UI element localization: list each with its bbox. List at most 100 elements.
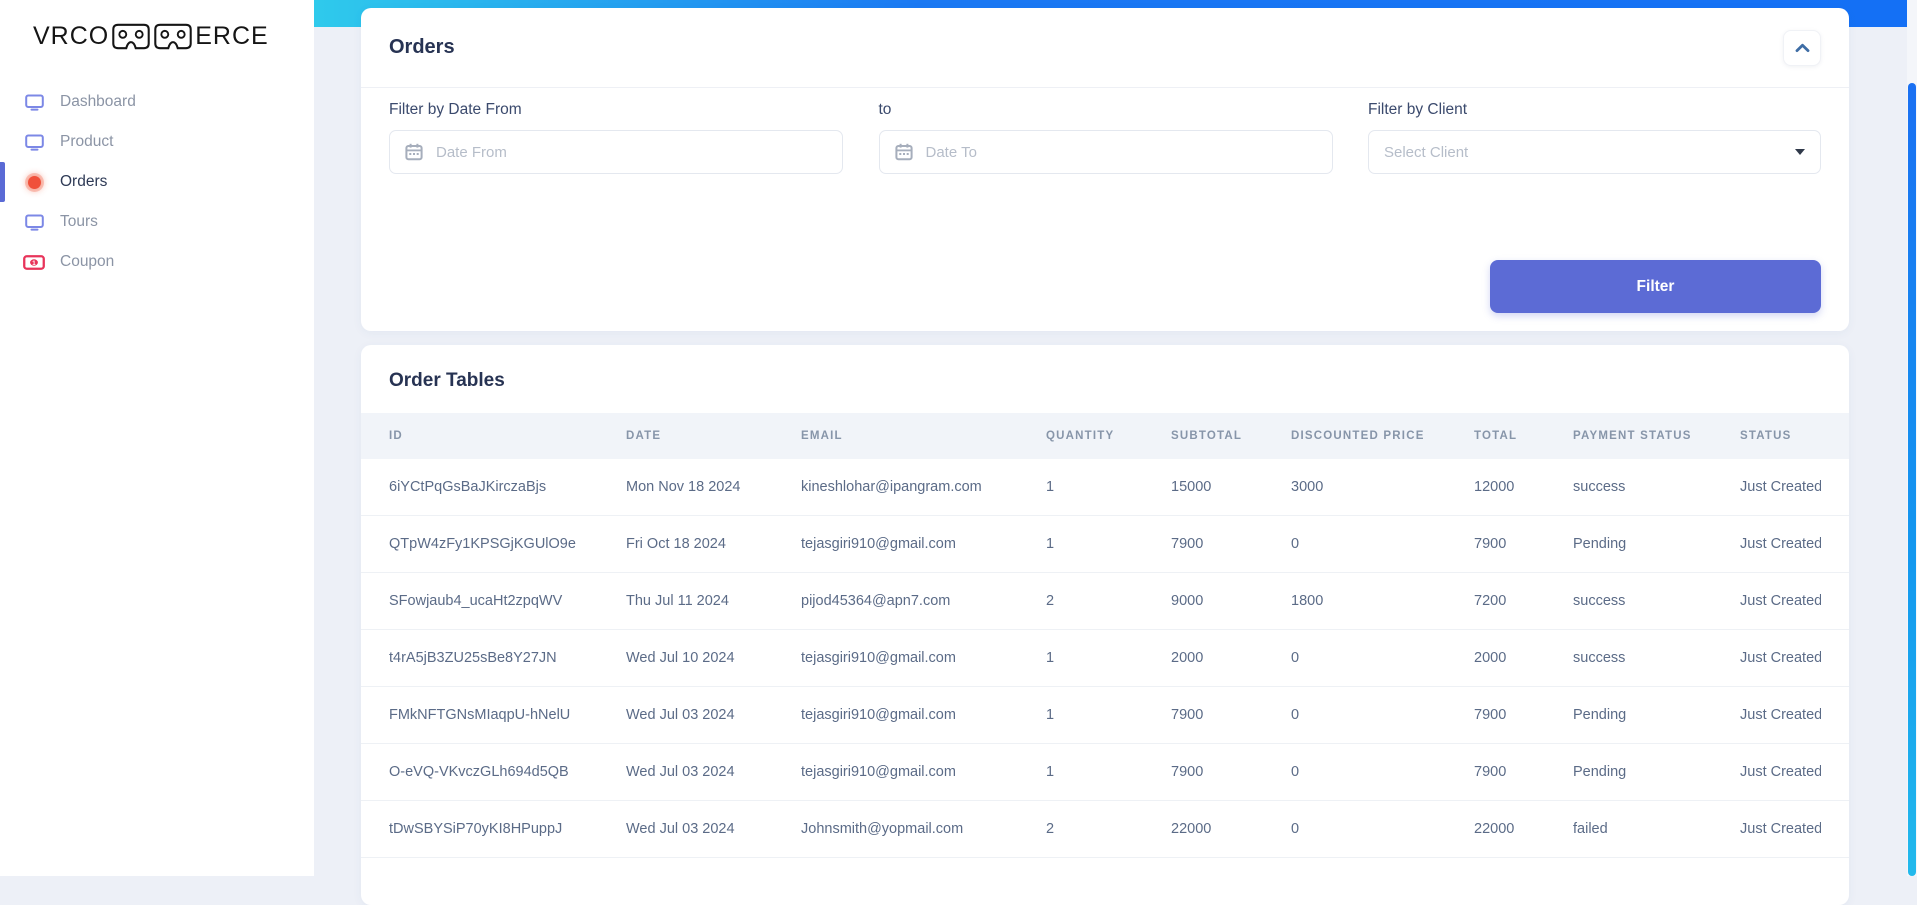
column-header-id: ID <box>389 430 626 442</box>
orders-panel: Orders Filter by Date From Date From to … <box>361 8 1849 331</box>
cell-quantity: 2 <box>1046 593 1171 609</box>
sidebar-item-dashboard[interactable]: Dashboard <box>0 82 314 122</box>
column-header-total: TOTAL <box>1474 430 1573 442</box>
date-to-input[interactable]: Date To <box>879 130 1333 174</box>
filter-button[interactable]: Filter <box>1490 260 1821 313</box>
vr-goggles-icon <box>154 23 192 50</box>
cell-quantity: 1 <box>1046 536 1171 552</box>
cell-status: Just Created <box>1740 479 1821 495</box>
column-header-date: DATE <box>626 430 801 442</box>
monitor-icon <box>23 214 45 231</box>
collapse-panel-button[interactable] <box>1783 30 1821 66</box>
table-row[interactable]: FMkNFTGNsMIaqpU-hNelU Wed Jul 03 2024 te… <box>361 687 1849 744</box>
cell-id: SFowjaub4_ucaHt2zpqWV <box>389 593 626 609</box>
cell-discounted-price: 3000 <box>1291 479 1474 495</box>
cell-status: Just Created <box>1740 707 1821 723</box>
monitor-icon <box>23 134 45 151</box>
cell-total: 22000 <box>1474 821 1573 837</box>
column-header-email: EMAIL <box>801 430 1046 442</box>
cell-subtotal: 9000 <box>1171 593 1291 609</box>
cell-discounted-price: 0 <box>1291 764 1474 780</box>
cell-total: 2000 <box>1474 650 1573 666</box>
cell-payment-status: Pending <box>1573 764 1740 780</box>
client-label: Filter by Client <box>1368 101 1821 119</box>
table-row[interactable]: SFowjaub4_ucaHt2zpqWV Thu Jul 11 2024 pi… <box>361 573 1849 630</box>
cell-date: Wed Jul 10 2024 <box>626 650 801 666</box>
table-header-row: ID DATE EMAIL QUANTITY SUBTOTAL DISCOUNT… <box>361 413 1849 459</box>
table-row[interactable]: tDwSBYSiP70yKI8HPuppJ Wed Jul 03 2024 Jo… <box>361 801 1849 858</box>
sidebar-item-label: Product <box>60 133 113 151</box>
table-row[interactable]: 6iYCtPqGsBaJKirczaBjs Mon Nov 18 2024 ki… <box>361 459 1849 516</box>
table-row[interactable]: O-eVQ-VKvczGLh694d5QB Wed Jul 03 2024 te… <box>361 744 1849 801</box>
cell-id: 6iYCtPqGsBaJKirczaBjs <box>389 479 626 495</box>
column-header-status: STATUS <box>1740 430 1821 442</box>
cell-id: O-eVQ-VKvczGLh694d5QB <box>389 764 626 780</box>
brand-text-right: ERCE <box>195 22 268 51</box>
cell-discounted-price: 0 <box>1291 821 1474 837</box>
sidebar-item-orders[interactable]: Orders <box>0 162 314 202</box>
cell-quantity: 1 <box>1046 764 1171 780</box>
cell-email: tejasgiri910@gmail.com <box>801 764 1046 780</box>
cell-payment-status: Pending <box>1573 536 1740 552</box>
cell-status: Just Created <box>1740 593 1821 609</box>
cell-quantity: 1 <box>1046 707 1171 723</box>
coupon-icon: 1 <box>23 254 45 271</box>
cell-subtotal: 2000 <box>1171 650 1291 666</box>
brand-text-left: VRCO <box>33 22 109 51</box>
cell-date: Fri Oct 18 2024 <box>626 536 801 552</box>
client-placeholder: Select Client <box>1384 144 1468 161</box>
sidebar-item-coupon[interactable]: 1 Coupon <box>0 242 314 282</box>
cell-total: 12000 <box>1474 479 1573 495</box>
scrollbar-thumb[interactable] <box>1908 83 1916 876</box>
cell-email: Johnsmith@yopmail.com <box>801 821 1046 837</box>
cell-date: Mon Nov 18 2024 <box>626 479 801 495</box>
cell-quantity: 2 <box>1046 821 1171 837</box>
calendar-icon <box>895 143 913 161</box>
order-table-panel: Order Tables ID DATE EMAIL QUANTITY SUBT… <box>361 345 1849 905</box>
cell-date: Wed Jul 03 2024 <box>626 764 801 780</box>
page-title: Orders <box>389 36 455 59</box>
filter-date-to: to Date To <box>879 101 1333 174</box>
sidebar-nav: Dashboard Product Orders Tours 1 Coupon <box>0 82 314 282</box>
cell-id: tDwSBYSiP70yKI8HPuppJ <box>389 821 626 837</box>
cell-quantity: 1 <box>1046 479 1171 495</box>
dropdown-arrow-icon <box>1795 149 1805 155</box>
to-label: to <box>879 101 1333 119</box>
cell-subtotal: 7900 <box>1171 536 1291 552</box>
cell-date: Wed Jul 03 2024 <box>626 821 801 837</box>
column-header-payment-status: PAYMENT STATUS <box>1573 430 1740 442</box>
cell-email: tejasgiri910@gmail.com <box>801 650 1046 666</box>
cell-total: 7900 <box>1474 707 1573 723</box>
cell-total: 7900 <box>1474 536 1573 552</box>
client-select[interactable]: Select Client <box>1368 130 1821 174</box>
cell-discounted-price: 0 <box>1291 536 1474 552</box>
monitor-icon <box>23 94 45 111</box>
cell-email: kineshlohar@ipangram.com <box>801 479 1046 495</box>
cell-email: tejasgiri910@gmail.com <box>801 536 1046 552</box>
cell-payment-status: failed <box>1573 821 1740 837</box>
table-row[interactable]: QTpW4zFy1KPSGjKGUlO9e Fri Oct 18 2024 te… <box>361 516 1849 573</box>
cell-email: pijod45364@apn7.com <box>801 593 1046 609</box>
sidebar-item-product[interactable]: Product <box>0 122 314 162</box>
date-from-input[interactable]: Date From <box>389 130 843 174</box>
cell-status: Just Created <box>1740 764 1821 780</box>
table-body: 6iYCtPqGsBaJKirczaBjs Mon Nov 18 2024 ki… <box>361 459 1849 858</box>
active-dot-icon <box>23 176 45 189</box>
cell-id: QTpW4zFy1KPSGjKGUlO9e <box>389 536 626 552</box>
sidebar: VRCO ERCE Dashboard Product Ord <box>0 0 314 876</box>
table-title: Order Tables <box>361 345 1849 413</box>
sidebar-item-label: Dashboard <box>60 93 136 111</box>
sidebar-item-label: Orders <box>60 173 107 191</box>
filters-row: Filter by Date From Date From to Date To… <box>361 88 1849 174</box>
cell-discounted-price: 0 <box>1291 707 1474 723</box>
column-header-discounted-price: DISCOUNTED PRICE <box>1291 430 1474 442</box>
cell-subtotal: 22000 <box>1171 821 1291 837</box>
cell-payment-status: success <box>1573 479 1740 495</box>
column-header-quantity: QUANTITY <box>1046 430 1171 442</box>
chevron-up-icon <box>1795 43 1810 53</box>
page-scrollbar[interactable] <box>1907 0 1917 876</box>
sidebar-item-tours[interactable]: Tours <box>0 202 314 242</box>
table-row[interactable]: t4rA5jB3ZU25sBe8Y27JN Wed Jul 10 2024 te… <box>361 630 1849 687</box>
cell-date: Wed Jul 03 2024 <box>626 707 801 723</box>
vr-goggles-icon <box>112 23 150 50</box>
